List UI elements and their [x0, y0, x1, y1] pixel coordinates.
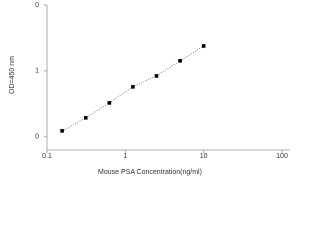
data-point: [154, 74, 159, 78]
background: [0, 0, 300, 200]
x-tick-label: 10: [200, 153, 208, 160]
y-tick-label: 0: [35, 134, 39, 141]
data-point: [178, 59, 182, 63]
y-tick-label: 0: [35, 2, 39, 9]
data-point: [201, 44, 206, 48]
data-point: [60, 129, 64, 133]
data-point: [83, 116, 88, 120]
x-tick-label: 100: [276, 153, 288, 160]
x-axis-label: Mouse PSA Concentration(ng/ml): [98, 169, 202, 176]
y-axis-label: OD=450 nm: [9, 56, 16, 94]
chart: Mouse PSA Concentration(ng/ml) OD=450 nm…: [0, 0, 300, 200]
data-point: [107, 101, 112, 105]
x-tick-label: 0.1: [42, 153, 52, 160]
x-tick-label: 1: [123, 153, 127, 160]
data-point: [131, 85, 135, 89]
y-tick-label: 1: [35, 68, 39, 75]
